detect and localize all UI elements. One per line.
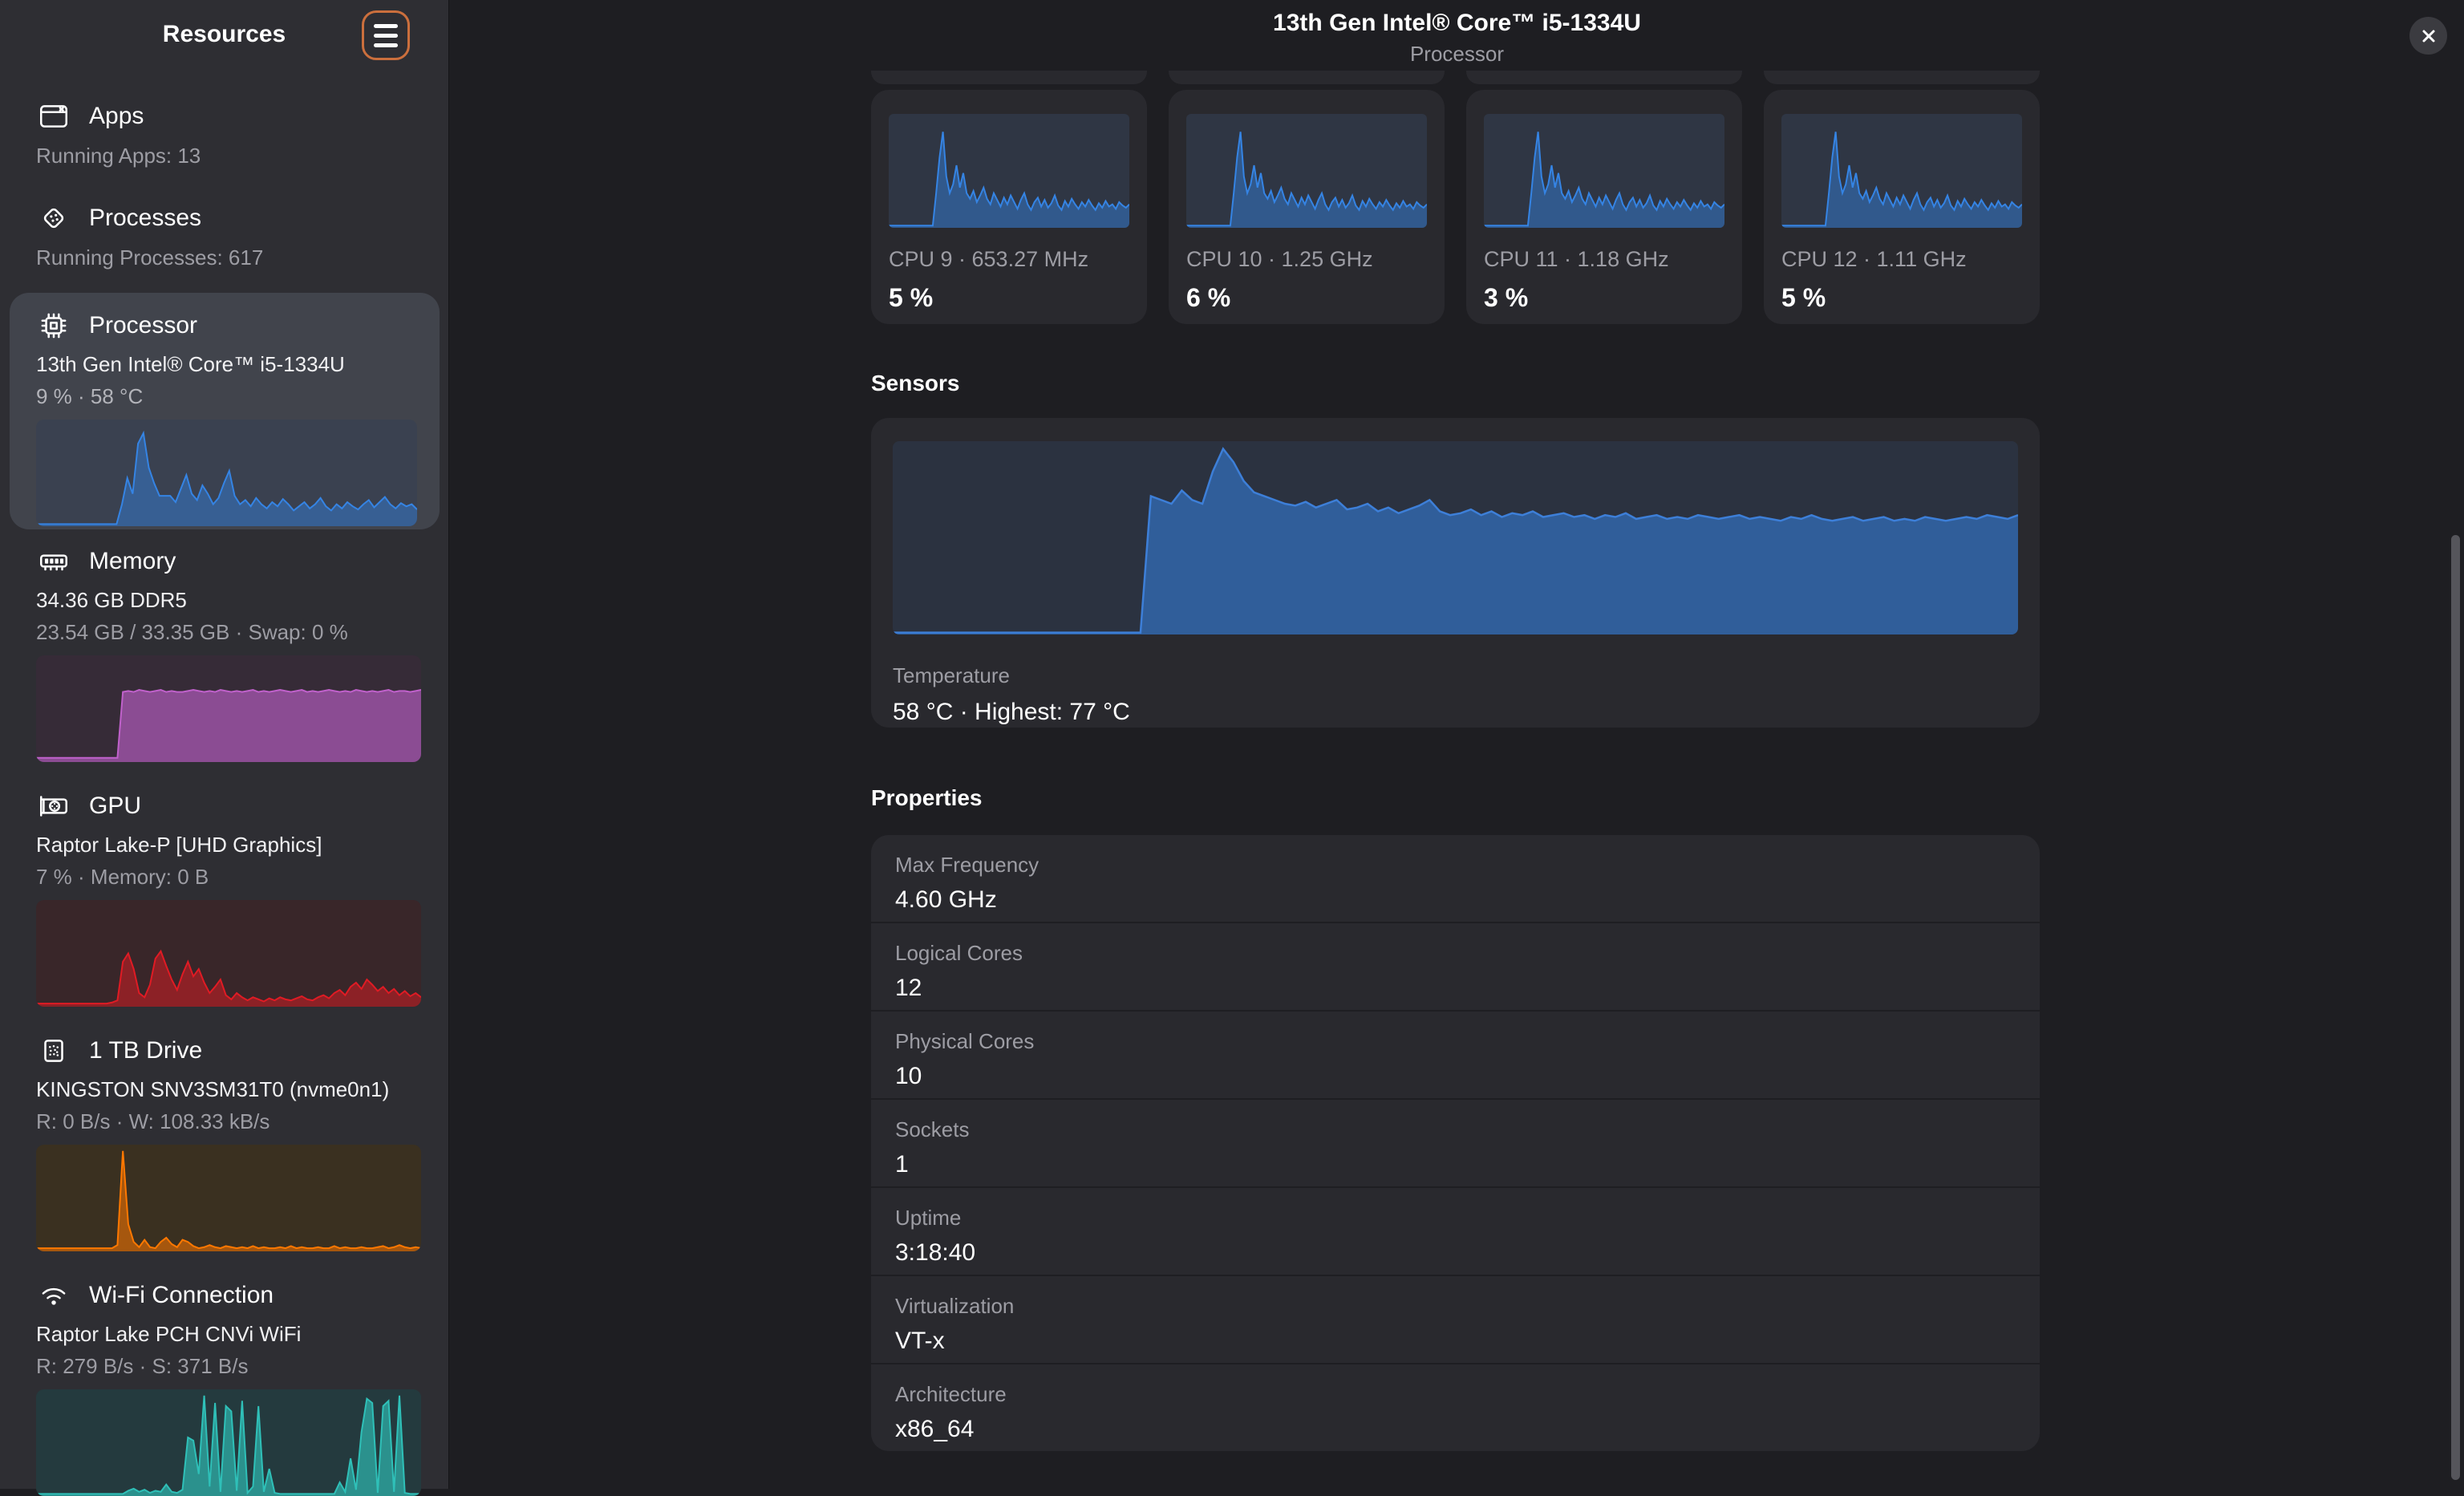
sidebar-item-label: Wi-Fi Connection xyxy=(89,1282,274,1308)
property-label: Logical Cores xyxy=(895,941,1023,965)
sidebar-item-status: Running Apps: 13 xyxy=(36,144,201,168)
sidebar-item-label: Memory xyxy=(89,548,176,574)
sidebar-item-status: Running Processes: 617 xyxy=(36,245,264,270)
sidebar-item-processor[interactable]: Processor 13th Gen Intel® Core™ i5-1334U… xyxy=(10,293,440,529)
menu-button[interactable] xyxy=(362,10,410,60)
sidebar: Resources Apps Running Apps: 13 Processe… xyxy=(0,0,449,1496)
sidebar-item-device: Raptor Lake-P [UHD Graphics] xyxy=(36,833,322,857)
page-subtitle: Processor xyxy=(1409,42,1505,66)
drive-activity-sparkline xyxy=(36,1145,421,1251)
sidebar-item-wifi[interactable]: Wi-Fi Connection Raptor Lake PCH CNVi Wi… xyxy=(0,1275,449,1496)
sensors-heading: Sensors xyxy=(871,371,960,395)
processes-icon xyxy=(36,201,71,236)
sidebar-item-gpu[interactable]: GPU Raptor Lake-P [UHD Graphics] 7 % · M… xyxy=(0,786,449,1007)
sidebar-item-drive[interactable]: 1 TB Drive KINGSTON SNV3SM31T0 (nvme0n1)… xyxy=(0,1031,449,1251)
gpu-usage-sparkline xyxy=(36,900,421,1007)
cpu-core-chart xyxy=(1186,114,1427,228)
property-value: VT-x xyxy=(895,1328,945,1354)
partial-card xyxy=(871,71,1147,84)
properties-heading: Properties xyxy=(871,785,983,810)
property-label: Uptime xyxy=(895,1206,962,1230)
partial-card xyxy=(1764,71,2040,84)
property-value: 1 xyxy=(895,1151,909,1178)
vertical-scrollbar[interactable] xyxy=(2451,535,2460,1480)
sidebar-item-processes[interactable]: Processes Running Processes: 617 xyxy=(0,198,449,270)
temperature-value: 58 °C · Highest: 77 °C xyxy=(893,699,1130,725)
wifi-icon xyxy=(36,1278,71,1313)
property-label: Physical Cores xyxy=(895,1029,1035,1053)
cpu-core-label: CPU 12 · 1.11 GHz xyxy=(1781,247,1967,271)
page-title: 13th Gen Intel® Core™ i5-1334U xyxy=(1273,10,1641,36)
sidebar-item-memory[interactable]: Memory 34.36 GB DDR5 23.54 GB / 33.35 GB… xyxy=(0,541,449,762)
property-row: Physical Cores 10 xyxy=(871,1012,2040,1098)
sidebar-item-device: Raptor Lake PCH CNVi WiFi xyxy=(36,1322,302,1346)
sidebar-item-apps[interactable]: Apps Running Apps: 13 xyxy=(0,96,449,168)
apps-window-icon xyxy=(36,99,71,134)
cpu-core-chart xyxy=(889,114,1129,228)
cpu-core-usage: 5 % xyxy=(1781,283,1826,312)
sidebar-item-status: 23.54 GB / 33.35 GB · Swap: 0 % xyxy=(36,620,348,644)
app-title: Resources xyxy=(162,21,286,47)
cpu-core-usage: 6 % xyxy=(1186,283,1231,312)
ssd-icon xyxy=(36,1033,71,1068)
sidebar-item-status: R: 279 B/s · S: 371 B/s xyxy=(36,1354,249,1378)
property-row: Uptime 3:18:40 xyxy=(871,1188,2040,1275)
sidebar-item-label: Processes xyxy=(89,205,202,231)
sidebar-item-device: 34.36 GB DDR5 xyxy=(36,588,187,612)
partial-card xyxy=(1169,71,1445,84)
main-content: 13th Gen Intel® Core™ i5-1334U Processor… xyxy=(450,0,2464,1489)
property-value: 3:18:40 xyxy=(895,1239,976,1266)
properties-card: Max Frequency 4.60 GHz Logical Cores 12 … xyxy=(871,835,2040,1451)
sidebar-item-label: Processor xyxy=(89,312,198,339)
memory-icon xyxy=(36,544,71,579)
property-row: Virtualization VT-x xyxy=(871,1276,2040,1363)
sidebar-item-label: Apps xyxy=(89,103,144,129)
cpu-core-label: CPU 9 · 653.27 MHz xyxy=(889,247,1089,271)
sidebar-item-label: 1 TB Drive xyxy=(89,1037,203,1064)
temperature-chart xyxy=(893,441,2018,634)
property-label: Architecture xyxy=(895,1382,1007,1406)
property-value: 10 xyxy=(895,1063,922,1089)
property-row: Sockets 1 xyxy=(871,1100,2040,1186)
cpu-core-chart xyxy=(1484,114,1724,228)
wifi-throughput-sparkline xyxy=(36,1389,421,1496)
memory-usage-sparkline xyxy=(36,655,421,762)
sidebar-item-device: KINGSTON SNV3SM31T0 (nvme0n1) xyxy=(36,1077,390,1101)
sidebar-item-status: 7 % · Memory: 0 B xyxy=(36,865,209,889)
processor-usage-sparkline xyxy=(36,420,417,526)
property-label: Sockets xyxy=(895,1117,970,1141)
sidebar-item-device: 13th Gen Intel® Core™ i5-1334U xyxy=(36,352,345,376)
partial-card xyxy=(1466,71,1742,84)
sensors-card: Temperature 58 °C · Highest: 77 °C xyxy=(871,418,2040,728)
cpu-core-chart xyxy=(1781,114,2022,228)
cpu-core-card: CPU 11 · 1.18 GHz 3 % xyxy=(1466,90,1742,324)
close-button[interactable] xyxy=(2409,17,2447,55)
property-label: Max Frequency xyxy=(895,853,1040,877)
sidebar-item-status: R: 0 B/s · W: 108.33 kB/s xyxy=(36,1109,270,1133)
property-row: Architecture x86_64 xyxy=(871,1364,2040,1451)
property-value: 12 xyxy=(895,975,922,1001)
cpu-core-usage: 5 % xyxy=(889,283,934,312)
temperature-label: Temperature xyxy=(893,663,1010,687)
sidebar-item-label: GPU xyxy=(89,793,142,819)
cpu-icon xyxy=(36,308,71,343)
property-value: x86_64 xyxy=(895,1416,975,1442)
cpu-core-label: CPU 11 · 1.18 GHz xyxy=(1484,247,1669,271)
property-value: 4.60 GHz xyxy=(895,886,997,913)
sidebar-item-status: 9 % · 58 °C xyxy=(36,384,144,408)
cpu-core-card: CPU 9 · 653.27 MHz 5 % xyxy=(871,90,1147,324)
property-label: Virtualization xyxy=(895,1294,1015,1318)
cpu-core-label: CPU 10 · 1.25 GHz xyxy=(1186,247,1373,271)
cpu-core-card: CPU 12 · 1.11 GHz 5 % xyxy=(1764,90,2040,324)
gpu-icon xyxy=(36,789,71,824)
cpu-core-usage: 3 % xyxy=(1484,283,1529,312)
property-row: Logical Cores 12 xyxy=(871,923,2040,1010)
cpu-core-card: CPU 10 · 1.25 GHz 6 % xyxy=(1169,90,1445,324)
property-row: Max Frequency 4.60 GHz xyxy=(871,835,2040,922)
close-icon xyxy=(2419,26,2438,46)
sidebar-header: Resources xyxy=(0,0,448,72)
